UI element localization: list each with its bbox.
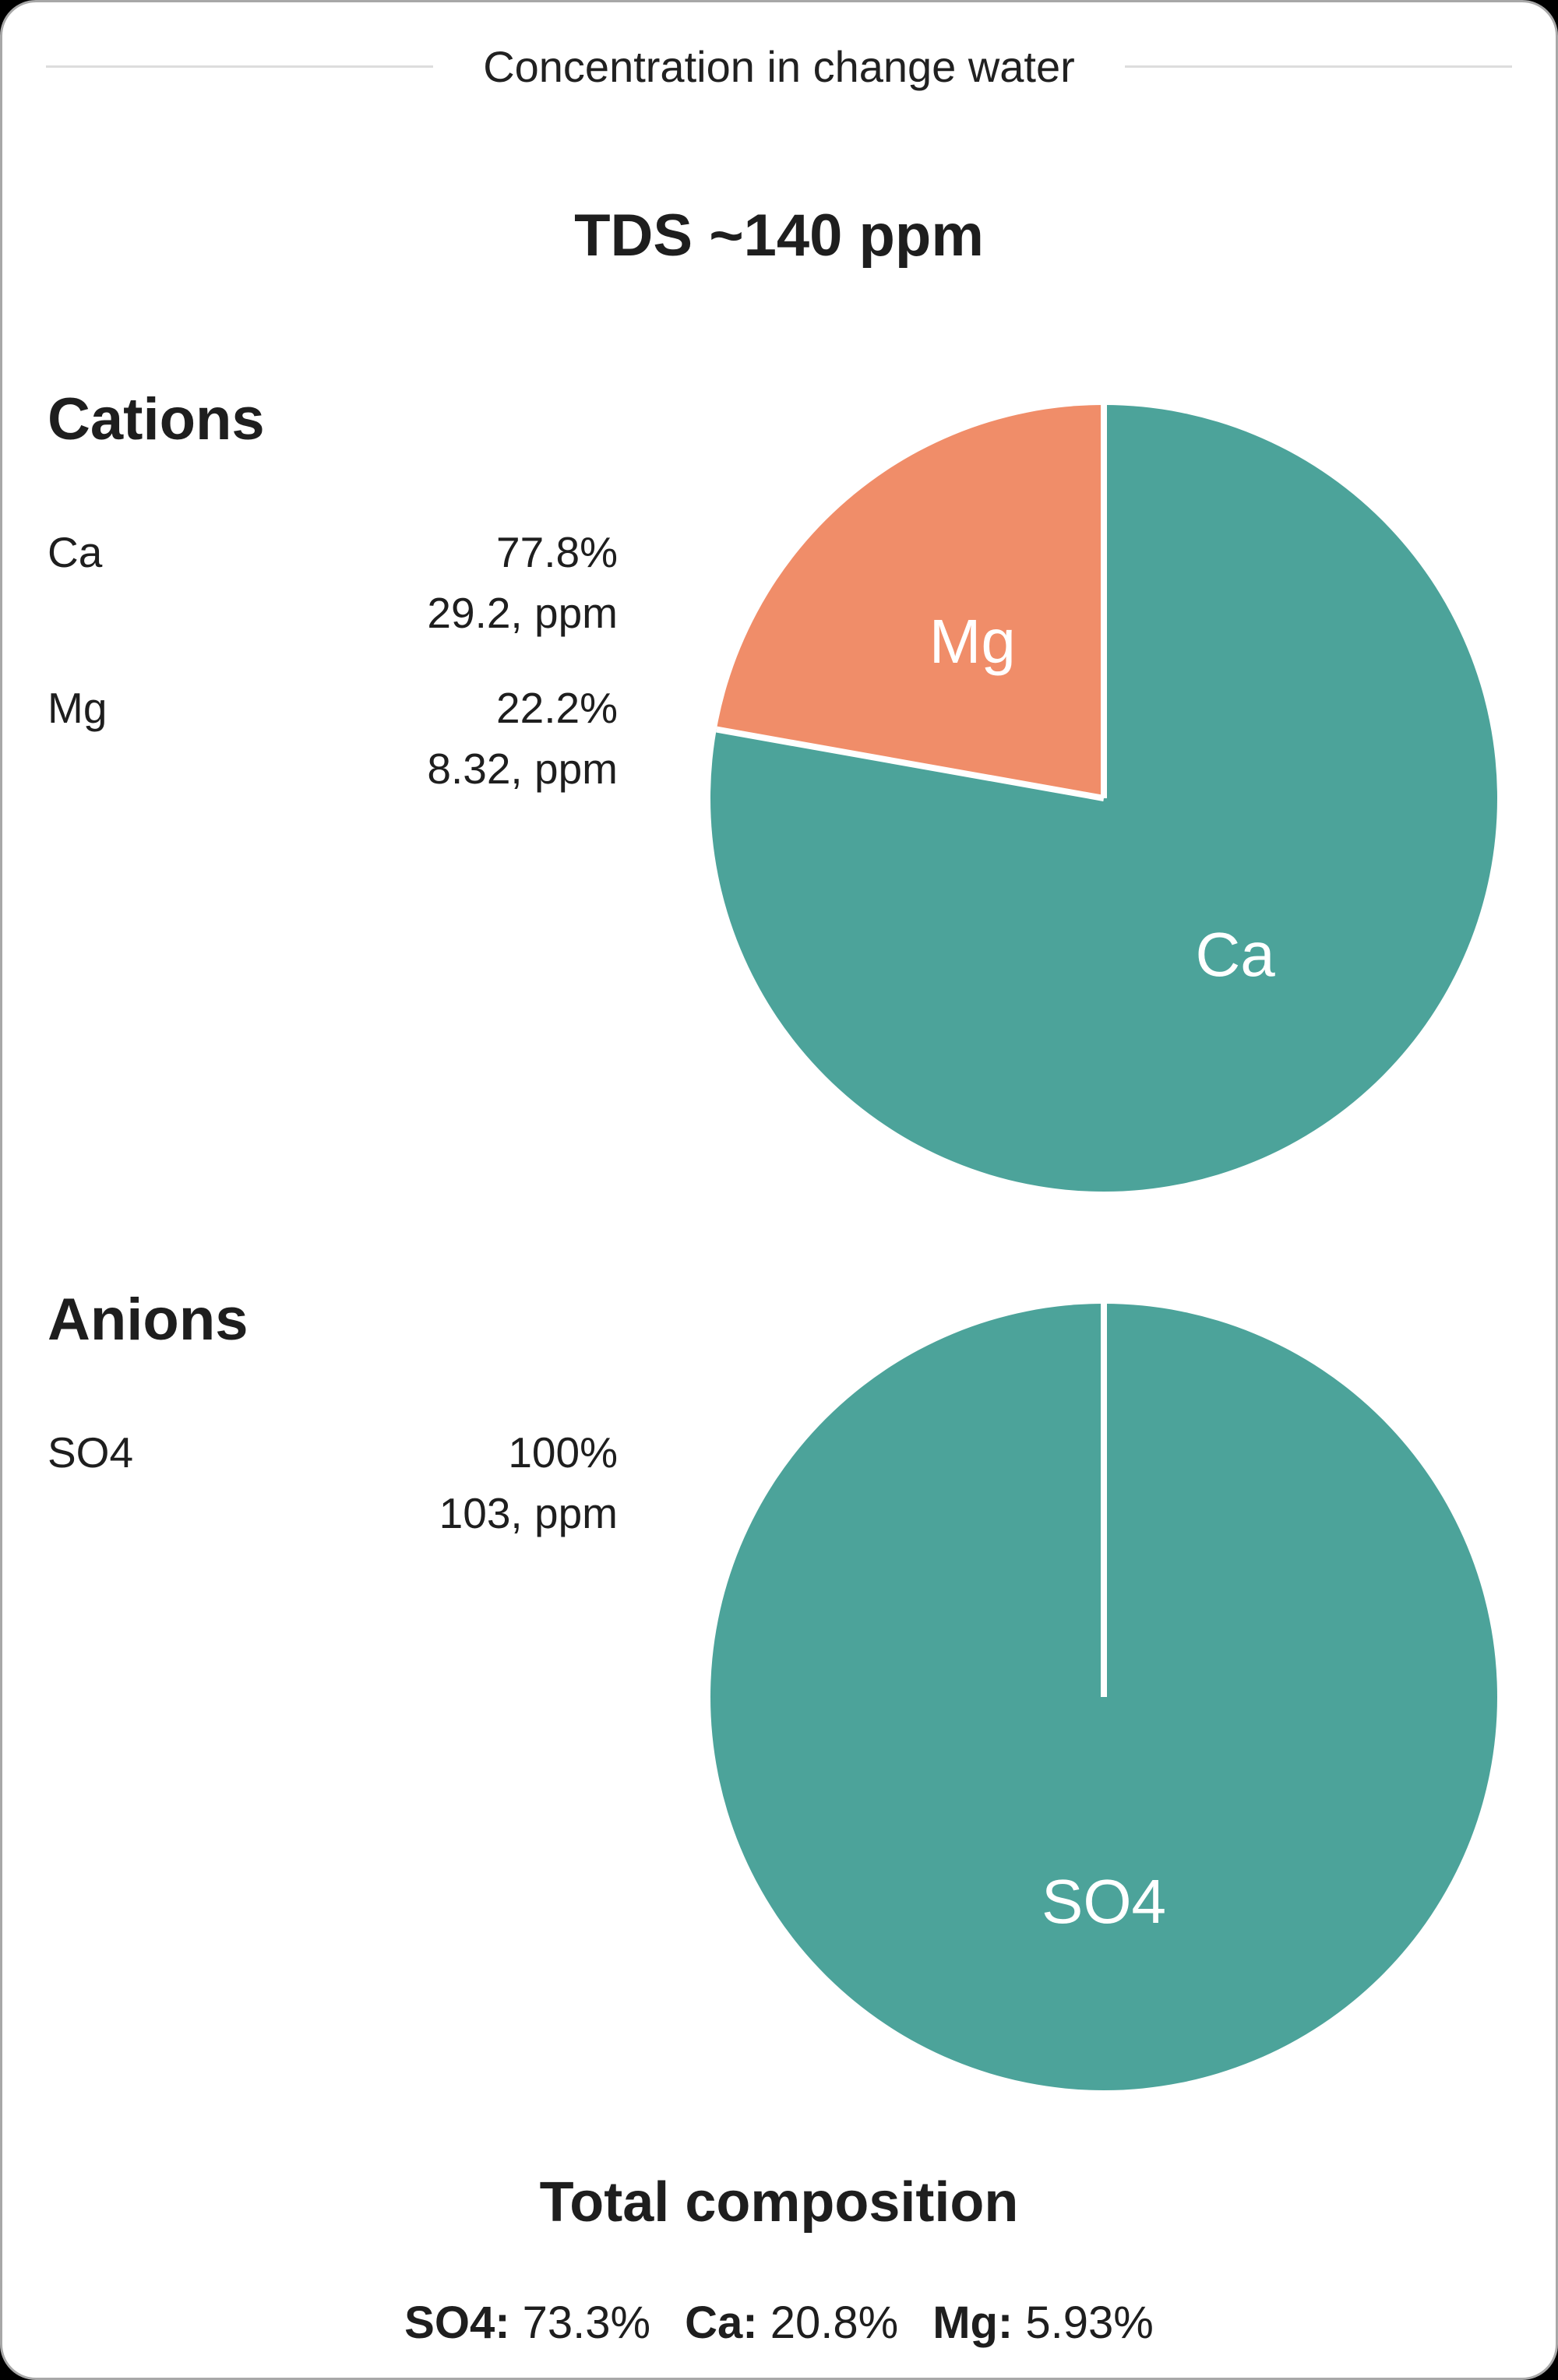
anions-pie-chart: SO4: [710, 1304, 1497, 2090]
pie-slice-divider: [1101, 1304, 1107, 1697]
total-item-ca: Ca: 20.8%: [685, 2297, 899, 2348]
ion-percent: 100%: [508, 1428, 618, 1477]
total-item-mg: Mg: 5.93%: [932, 2297, 1154, 2348]
anions-heading: Anions: [48, 1287, 249, 1353]
pie-slice-label-mg: Mg: [929, 606, 1016, 676]
cations-heading: Cations: [48, 386, 265, 452]
ion-ppm: 8.32, ppm: [427, 745, 618, 793]
total-composition-line: SO4: 73.3% Ca: 20.8% Mg: 5.93%: [2, 2297, 1556, 2349]
cations-section: Cations Ca 77.8% 29.2, ppm Mg 22.2% 8.32, ppm: [48, 386, 618, 833]
ion-label: Mg: [48, 684, 108, 732]
pie-slice-label-ca: Ca: [1195, 920, 1275, 990]
ion-percent: 77.8%: [496, 528, 618, 576]
ion-row-so4: SO4 100% 103, ppm: [48, 1422, 618, 1544]
card-header: Concentration in change water: [46, 32, 1512, 100]
pie-slice-divider: [1101, 405, 1107, 798]
header-divider-right: [1124, 65, 1512, 68]
tds-headline: TDS ~140 ppm: [574, 202, 984, 269]
header-divider-left: [46, 65, 434, 68]
ion-label: Ca: [48, 528, 103, 576]
ion-label: SO4: [48, 1428, 134, 1477]
ion-row-ca: Ca 77.8% 29.2, ppm: [48, 522, 618, 643]
ion-percent: 22.2%: [496, 684, 618, 732]
pie-slice-label-so4: SO4: [1041, 1866, 1167, 1936]
anions-section: Anions SO4 100% 103, ppm: [48, 1286, 618, 1578]
total-item-so4: SO4: 73.3%: [404, 2297, 651, 2348]
card-title: Concentration in change water: [483, 41, 1075, 91]
ion-ppm: 103, ppm: [439, 1489, 618, 1537]
ion-row-mg: Mg 22.2% 8.32, ppm: [48, 678, 618, 799]
cations-rows: Ca 77.8% 29.2, ppm Mg 22.2% 8.32, ppm: [48, 522, 618, 799]
cations-pie-chart: Ca Mg: [710, 405, 1497, 1192]
ion-ppm: 29.2, ppm: [427, 589, 618, 637]
total-composition-title: Total composition: [539, 2171, 1019, 2234]
pie-slice-divider: [716, 726, 1105, 801]
anions-rows: SO4 100% 103, ppm: [48, 1422, 618, 1544]
